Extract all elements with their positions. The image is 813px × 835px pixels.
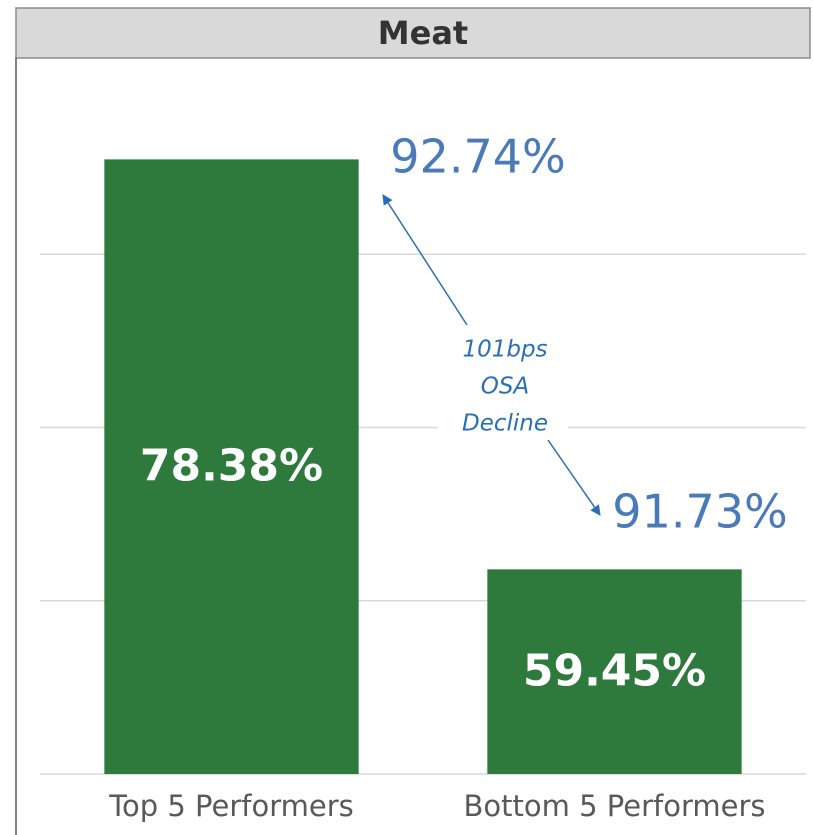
header-bar [15,7,811,59]
note-line: OSA [481,374,529,400]
arrow [547,439,601,516]
arrow [382,194,468,326]
note-box [438,325,568,440]
annotation: 91.73% [612,485,787,539]
annotation: 92.74% [390,130,565,184]
data-label: 59.45% [523,646,706,697]
data-label: 78.38% [140,441,323,492]
note-line: 101bps [462,337,547,363]
note-line: Decline [462,411,548,437]
x-tick-label: Bottom 5 Performers [464,789,766,823]
bar [487,569,742,774]
chart-title: Meat [378,14,468,52]
x-tick-label: Top 5 Performers [108,789,354,823]
bar [104,159,359,774]
